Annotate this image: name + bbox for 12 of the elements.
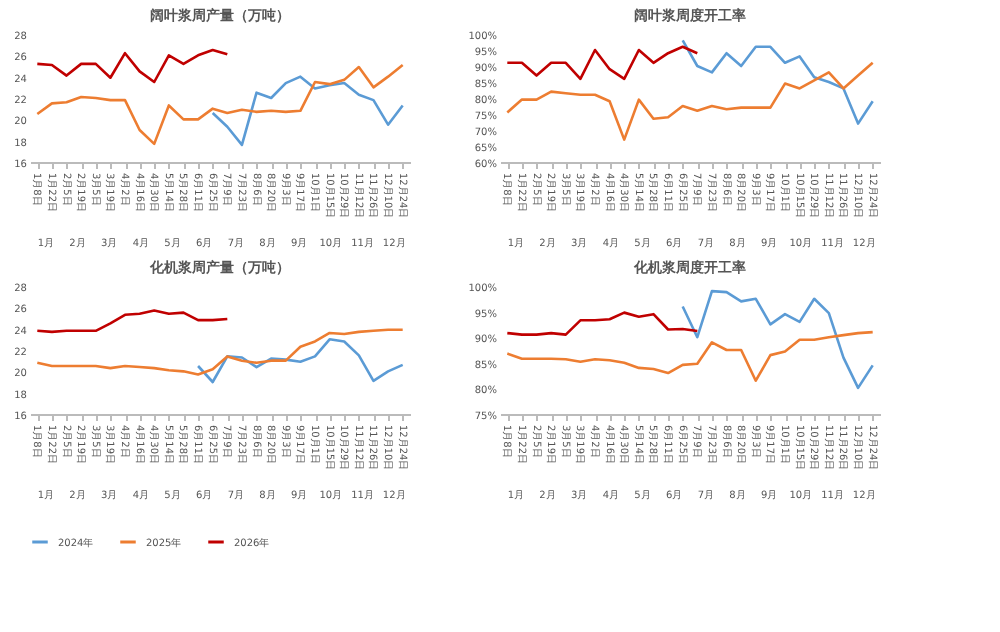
line-series bbox=[36, 309, 229, 334]
line-series bbox=[196, 338, 404, 384]
line-series bbox=[681, 39, 874, 125]
line-series bbox=[36, 63, 404, 146]
line-series bbox=[506, 311, 699, 336]
line-series bbox=[506, 330, 874, 383]
line-series bbox=[681, 289, 874, 390]
line-series bbox=[211, 75, 404, 147]
line-series bbox=[506, 45, 699, 81]
line-series bbox=[506, 61, 874, 141]
line-series bbox=[36, 328, 404, 376]
line-series bbox=[36, 48, 229, 84]
